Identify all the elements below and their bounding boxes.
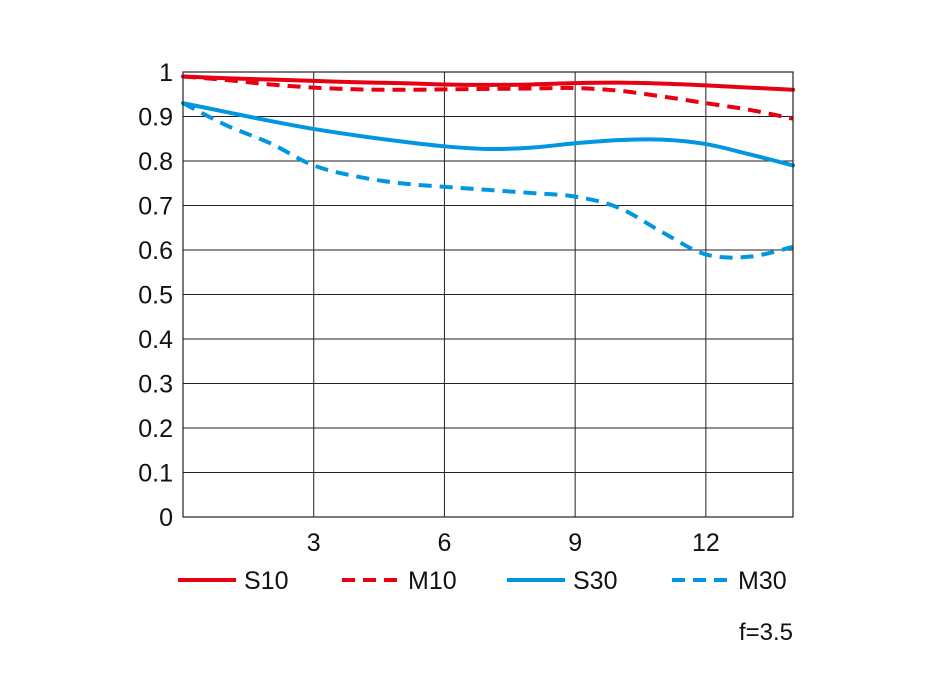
series-layer <box>181 74 795 260</box>
y-tick-label: 0.5 <box>138 282 173 310</box>
legend: S10 M10 S30 M30 <box>178 567 787 595</box>
series-line-s10 <box>181 74 795 92</box>
legend-item-m30: M30 <box>672 567 787 595</box>
legend-item-s10: S10 <box>178 567 288 595</box>
x-axis-ticks: 3 6 9 12 <box>307 529 720 557</box>
y-tick-label: 0.9 <box>138 104 173 132</box>
y-tick-label: 0.3 <box>138 371 173 399</box>
y-tick-label: 0.8 <box>138 148 173 176</box>
grid <box>183 71 793 518</box>
series-line-s30 <box>181 101 795 168</box>
y-tick-label: 0 <box>159 504 173 532</box>
x-tick-label: 3 <box>307 529 321 557</box>
y-axis-ticks: 0 0.1 0.2 0.3 0.4 0.5 0.6 0.7 0.8 0.9 1 <box>138 59 173 532</box>
y-tick-label: 1 <box>159 59 173 87</box>
y-tick-label: 0.7 <box>138 193 173 221</box>
legend-item-s30: S30 <box>507 567 617 595</box>
y-tick-label: 0.4 <box>138 326 173 354</box>
x-tick-label: 12 <box>692 529 720 557</box>
series-line-m10 <box>182 74 794 121</box>
legend-label: S30 <box>573 567 617 595</box>
x-tick-label: 9 <box>568 529 582 557</box>
legend-item-m10: M10 <box>342 567 457 595</box>
plot-frame <box>182 71 794 518</box>
plot-border <box>182 71 794 518</box>
x-tick-label: 6 <box>437 529 451 557</box>
legend-label: M30 <box>738 567 787 595</box>
y-tick-label: 0.6 <box>138 237 173 265</box>
y-tick-label: 0.1 <box>138 460 173 488</box>
legend-label: M10 <box>408 567 457 595</box>
series-line-m30 <box>182 101 794 260</box>
y-tick-label: 0.2 <box>138 415 173 443</box>
aperture-note: f=3.5 <box>739 619 793 646</box>
legend-label: S10 <box>244 567 288 595</box>
